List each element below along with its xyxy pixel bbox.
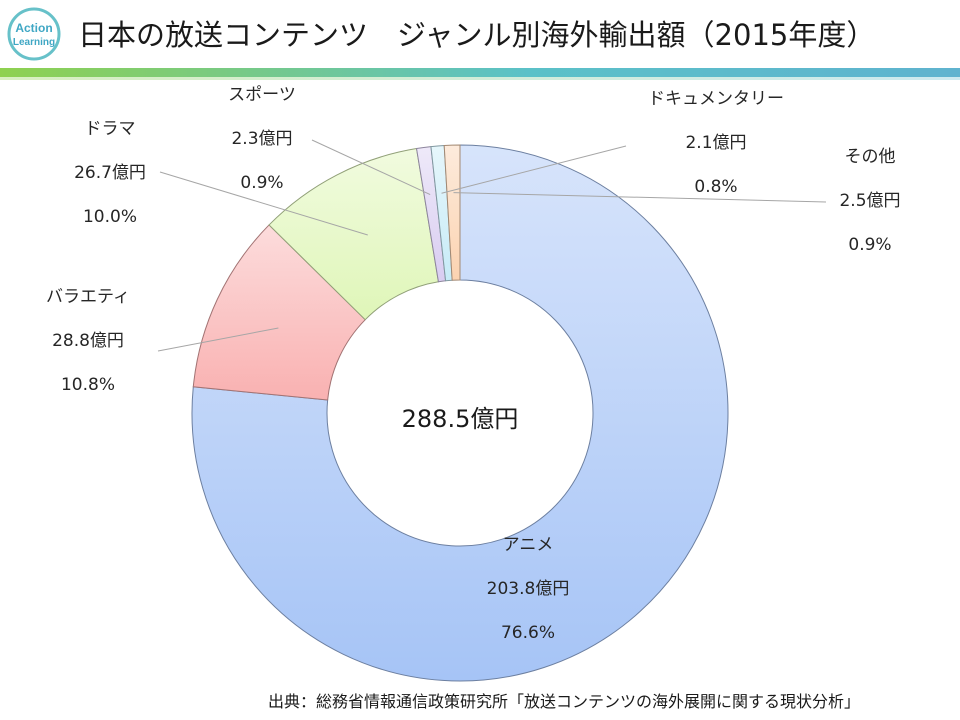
leader-lines — [157, 139, 827, 352]
header-divider-light — [0, 77, 960, 80]
slice-1-leader-line — [157, 327, 279, 352]
slice-2-percent-label: 10.0% — [83, 207, 137, 227]
slice-3-value-label: 2.3億円 — [231, 129, 292, 149]
logo-text-action: Action — [15, 21, 52, 35]
slice-3-leader-line — [311, 139, 431, 195]
slice-3-name-label: スポーツ — [228, 85, 296, 105]
slice-3-percent-label: 0.9% — [240, 173, 283, 193]
slice-5-name-label: その他 — [845, 147, 896, 167]
action-learning-logo-icon: Action Learning — [7, 7, 61, 61]
slice-5-percent-label: 0.9% — [848, 235, 891, 255]
slice-0-value-label: 203.8億円 — [487, 579, 570, 599]
slice-4-name-label: ドキュメンタリー — [648, 89, 784, 109]
slice-1-percent-label: 10.8% — [61, 375, 115, 395]
genre-export-donut-chart: アニメ 203.8億円 76.6% バラエティ 28.8億円 10.8% ドラマ 26.7億円… — [46, 85, 901, 682]
slice-5-arc — [443, 144, 461, 281]
slice-4-value-label: 2.1億円 — [685, 133, 746, 153]
slice-5-value-label: 2.5億円 — [839, 191, 900, 211]
slice-4-percent-label: 0.8% — [694, 177, 737, 197]
header-divider — [0, 68, 960, 77]
slice-2-leader-line — [159, 171, 368, 236]
slice-2-name-label: ドラマ — [85, 119, 136, 139]
source-citation: 出典：総務省情報通信政策研究所「放送コンテンツの海外展開に関する現状分析」 — [268, 692, 861, 711]
center-total-label: 288.5億円 — [402, 405, 519, 433]
slice-4-leader-line — [441, 145, 627, 194]
slice-2-value-label: 26.7億円 — [74, 163, 146, 183]
donut-slices — [191, 144, 729, 682]
slice-labels: アニメ 203.8億円 76.6% バラエティ 28.8億円 10.8% ドラマ 26.7億円… — [46, 85, 901, 643]
slice-0-percent-label: 76.6% — [501, 623, 555, 643]
slice-0-arc — [191, 144, 729, 682]
page-title: 日本の放送コンテンツ ジャンル別海外輸出額（2015年度） — [78, 18, 876, 52]
logo-text-learning: Learning — [13, 37, 55, 48]
slice-1-name-label: バラエティ — [46, 287, 130, 307]
slice-0-name-label: アニメ — [503, 535, 554, 555]
slice-1-value-label: 28.8億円 — [52, 331, 124, 351]
slice-5-leader-line — [453, 192, 827, 203]
slide-header: Action Learning 日本の放送コンテンツ ジャンル別海外輸出額（20… — [0, 0, 960, 80]
